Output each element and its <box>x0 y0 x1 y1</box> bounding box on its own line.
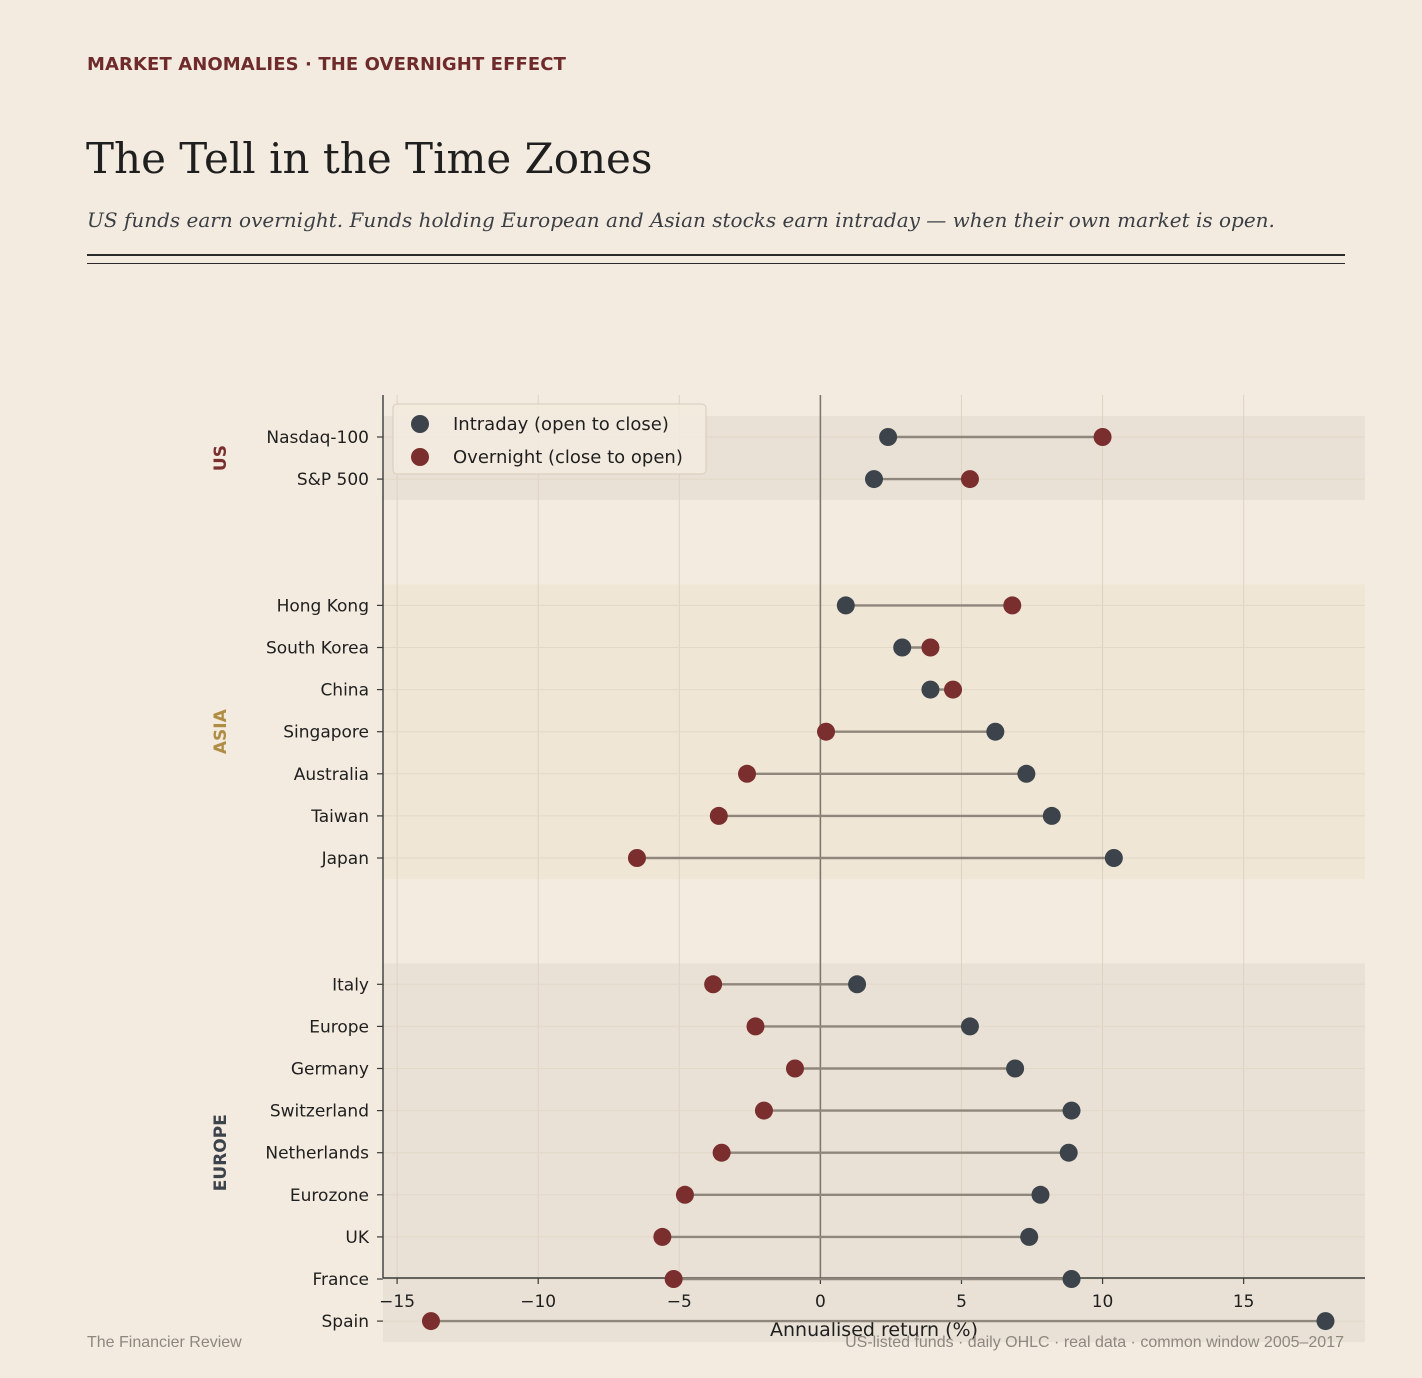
category-label: China <box>320 681 369 701</box>
intraday-point <box>960 1017 979 1036</box>
intraday-point <box>921 680 940 699</box>
x-axis-label: Annualised return (%) <box>770 1319 978 1341</box>
overnight-point <box>746 1017 765 1036</box>
overnight-point <box>675 1185 694 1204</box>
intraday-point <box>1042 806 1061 825</box>
intraday-point <box>848 975 867 994</box>
header-rule-thick <box>87 254 1345 256</box>
category-label: Hong Kong <box>277 596 369 616</box>
category-label: Taiwan <box>310 807 369 827</box>
overnight-point <box>960 470 979 489</box>
intraday-point <box>1006 1059 1025 1078</box>
intraday-point <box>986 722 1005 741</box>
group-label-us: US <box>211 445 231 471</box>
overnight-point <box>1093 428 1112 446</box>
group-label-asia: ASIA <box>211 708 231 754</box>
x-tick-label: −10 <box>520 1292 556 1312</box>
overnight-point <box>817 722 836 741</box>
intraday-point <box>1031 1185 1050 1204</box>
footer-note: US-listed funds · daily OHLC · real data… <box>845 1334 1344 1351</box>
overnight-point <box>653 1227 672 1246</box>
intraday-point <box>1017 764 1036 783</box>
intraday-point <box>865 470 883 489</box>
legend-intraday-label: Intraday (open to close) <box>453 414 669 435</box>
intraday-point <box>879 428 898 446</box>
category-label: S&P 500 <box>297 470 369 490</box>
category-label: Italy <box>332 975 369 995</box>
x-tick-label: 15 <box>1233 1292 1255 1312</box>
footer-source: The Financier Review <box>87 1334 242 1351</box>
overnight-point <box>944 680 963 699</box>
intraday-point <box>1020 1227 1039 1246</box>
kicker: MARKET ANOMALIES · THE OVERNIGHT EFFECT <box>87 54 566 75</box>
overnight-point <box>754 1101 773 1120</box>
x-tick-label: −5 <box>667 1292 692 1312</box>
category-label: Eurozone <box>290 1186 369 1206</box>
overnight-point <box>712 1143 731 1162</box>
x-tick-label: 10 <box>1092 1292 1114 1312</box>
intraday-point <box>1316 1312 1335 1331</box>
category-label: Europe <box>309 1017 369 1037</box>
category-label: Switzerland <box>270 1102 369 1122</box>
intraday-point <box>1062 1101 1081 1120</box>
intraday-point <box>1062 1270 1081 1288</box>
category-label: France <box>312 1270 369 1290</box>
category-label: Australia <box>294 765 369 785</box>
overnight-point <box>738 764 757 783</box>
legend-overnight-label: Overnight (close to open) <box>453 447 683 468</box>
intraday-point <box>1104 849 1123 867</box>
overnight-point <box>921 638 940 657</box>
intraday-point <box>836 596 855 615</box>
category-label: Germany <box>291 1060 369 1080</box>
page-title: The Tell in the Time Zones <box>86 134 653 183</box>
category-label: Japan <box>321 849 369 869</box>
intraday-point <box>1059 1143 1078 1162</box>
overnight-point <box>704 975 723 994</box>
category-label: Nasdaq-100 <box>266 428 369 448</box>
subtitle: US funds earn overnight. Funds holding E… <box>87 208 1275 232</box>
x-tick-label: 5 <box>956 1292 967 1312</box>
header-rule-thin <box>87 263 1345 264</box>
x-tick-label: 0 <box>815 1292 826 1312</box>
legend-overnight-marker <box>411 448 429 466</box>
x-tick-label: −15 <box>379 1292 415 1312</box>
category-label: UK <box>345 1228 369 1248</box>
category-label: Spain <box>322 1312 370 1332</box>
category-label: South Korea <box>266 639 369 659</box>
overnight-point <box>664 1270 683 1288</box>
legend-intraday-marker <box>411 415 429 433</box>
intraday-point <box>893 638 912 657</box>
group-label-europe: EUROPE <box>211 1114 231 1191</box>
overnight-point <box>709 806 728 825</box>
overnight-point <box>1003 596 1022 615</box>
overnight-point <box>421 1312 440 1331</box>
category-label: Singapore <box>283 723 369 743</box>
category-label: Netherlands <box>265 1144 369 1164</box>
overnight-point <box>627 849 646 867</box>
legend-box <box>392 403 707 475</box>
overnight-point <box>785 1059 804 1078</box>
